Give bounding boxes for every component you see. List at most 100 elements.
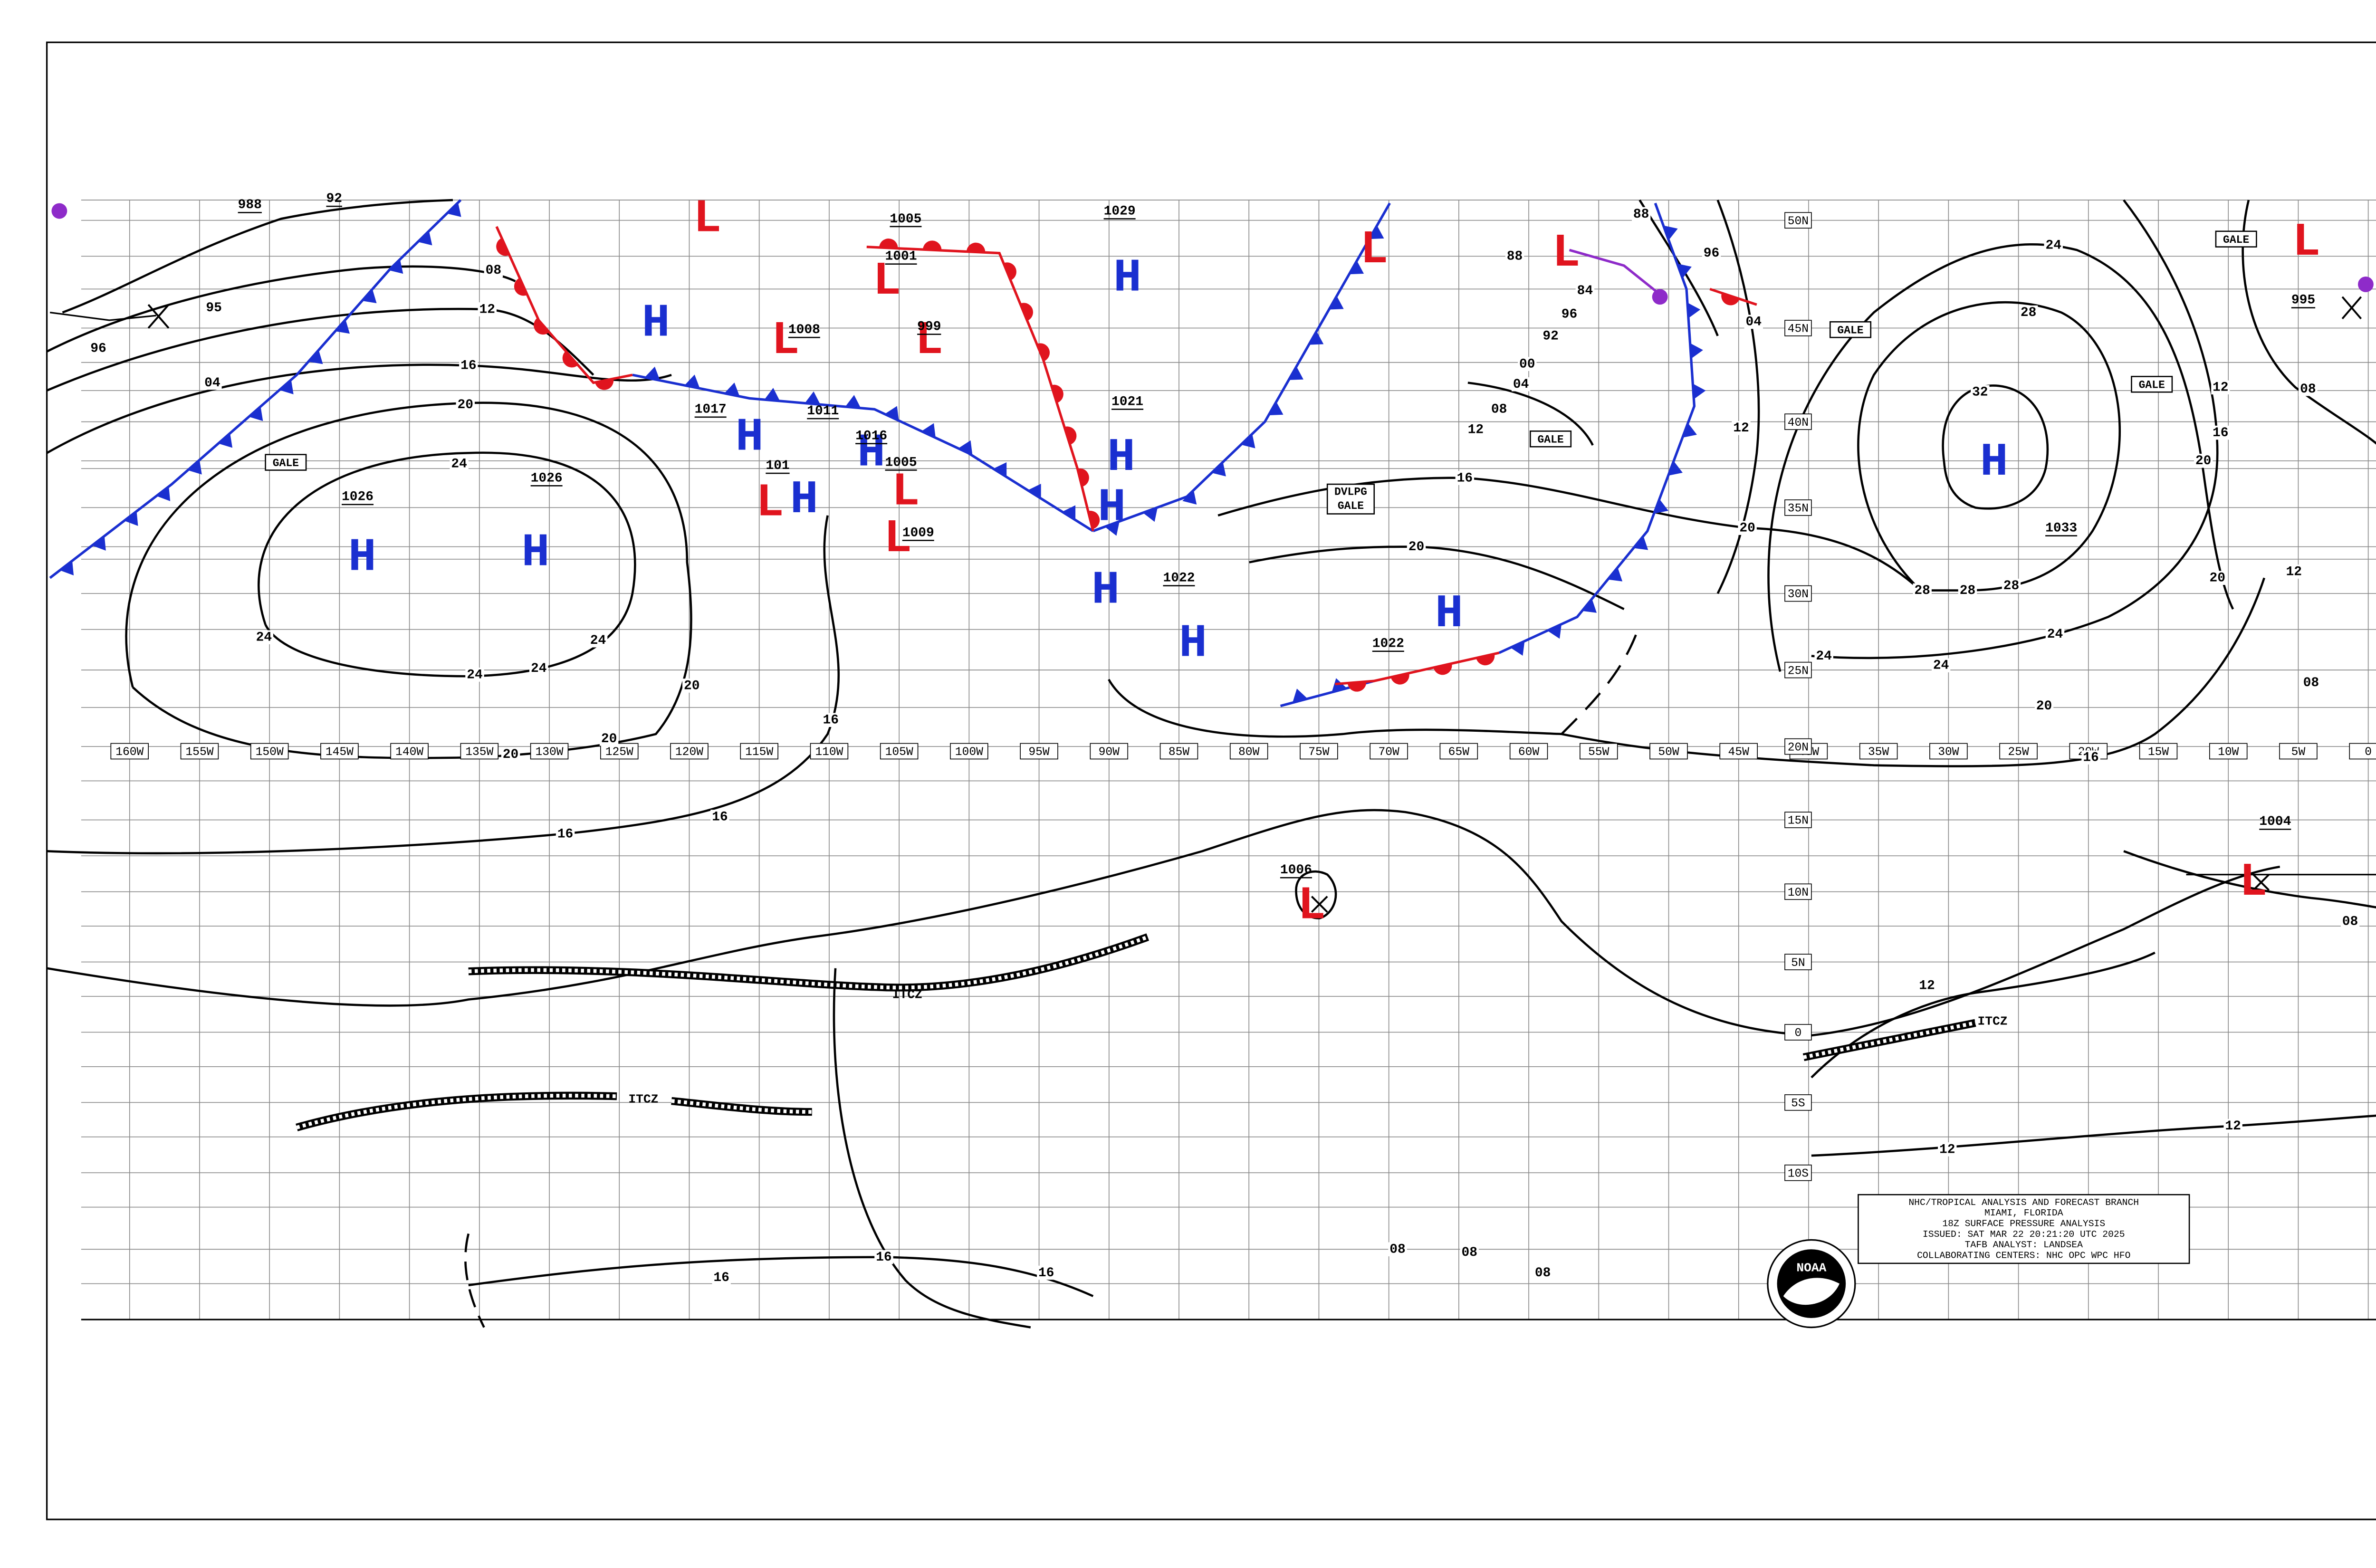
longitude-label-box [1300,743,1338,760]
warning-label: GALE [1338,500,1364,512]
longitude-label-box [1719,743,1758,760]
longitude-label-box [1090,743,1129,760]
isobar-label: 12 [1468,422,1484,437]
isobar-label-knockout [450,457,469,471]
central-pressure: 1021 [1111,394,1143,409]
isobar-label: 16 [460,359,477,373]
isobar-label: 24 [1816,649,1832,664]
isobar-label-knockout [2034,698,2054,713]
isobar-label-knockout [2208,571,2227,585]
isobar [1811,1114,2376,1157]
longitude-label-box [320,743,359,760]
isobar-label-knockout [1938,1142,1957,1157]
pressure-center: H [790,473,818,526]
isobar-label-knockout [2284,564,2303,579]
isobar-label-knockout [2081,750,2100,765]
isobar-label: 28 [2003,579,2020,593]
warning-box [2131,376,2173,393]
cold-front-barb [1241,434,1255,449]
fronts [49,199,2376,913]
warm-front-bump [1433,663,1452,675]
central-pressure: 999 [917,320,941,335]
isobar-label-knockout [478,302,497,316]
cold-front-barb [1104,521,1120,536]
cold-front-barb [1608,567,1623,582]
cold-front-barb [1654,499,1668,514]
longitude-label: 50W [1658,746,1679,759]
isobar-label-knockout [1036,1265,1056,1280]
cold-front-barb [1633,536,1648,550]
pressure-center: H [1092,564,1120,617]
warm-front-bump [1476,654,1495,666]
warm-front-bump [514,277,527,296]
longitude-label: 120W [675,746,703,759]
isobar-label-knockout [821,713,840,727]
isobar [2242,200,2376,445]
warm-front-bump [496,238,509,256]
isobar-label: 20 [2036,699,2052,714]
latitude-label: 10N [1788,886,1809,899]
isobar-label: 00 [1519,357,1535,372]
central-pressure: 1008 [788,323,820,337]
central-pressure: 1022 [1163,571,1195,586]
isobar-label: 20 [503,747,519,762]
isobar-label: 12 [2286,564,2302,579]
itcz [296,933,1976,1131]
warning-label: GALE [1537,433,1563,446]
isobar-label: 96 [1704,246,1720,261]
isobar-label-knockout [599,731,619,746]
central-pressure: 1009 [902,526,934,540]
isobar-label-knockout [2194,453,2213,468]
longitude-label: 35W [1868,746,1889,759]
isobar-label: 16 [876,1250,892,1265]
pressure-center: L [1298,879,1326,932]
latitude-label: 5S [1791,1097,1805,1110]
longitude-label-box [1159,743,1198,760]
cold-front-barb [389,259,403,274]
isobar-label-knockout [1533,1265,1552,1280]
cold-front-barb [1690,343,1703,359]
isobar-label: 16 [1038,1266,1054,1281]
central-pressure: 1026 [342,490,374,505]
central-pressure: 1017 [695,402,727,417]
latitude-label-box [1784,1094,1812,1111]
cold-front-barb [279,380,294,394]
isobar [1942,384,2049,510]
longitude-label-box [1229,743,1268,760]
longitude-label: 75W [1308,746,1330,759]
cold-front-barb [447,202,461,217]
isobar-label-knockout [456,397,475,412]
longitude-label: 140W [395,746,423,759]
isobar-label: 04 [1513,377,1529,392]
isobar-label-knockout [1518,357,1537,371]
warm-front-bump [562,351,578,368]
longitude-label: 0 [2365,746,2372,759]
longitude-label-box [530,743,569,760]
latitude-label-box [1784,1024,1812,1041]
warning-box [2215,230,2257,248]
latitude-label: 50N [1788,215,1809,228]
occluded-front-marker [51,203,67,219]
longitude-label: 5W [2291,746,2306,759]
isobar-label: 16 [2083,751,2099,765]
longitude-label-box [460,743,499,760]
longitude-label: 110W [815,746,843,759]
isobar [46,265,516,353]
isobar-label-knockout [1971,385,1990,399]
isobar-label-knockout [1913,583,1932,598]
isobar-label: 20 [601,732,617,746]
isobar-label-knockout [1917,978,1936,993]
isobar [125,402,692,759]
warm-front-bump [1036,343,1050,362]
isobar-label-knockout [465,668,484,682]
isobar-label-knockout [2301,675,2321,690]
cold-front-barb [1309,331,1324,345]
longitude-label-box [180,743,219,760]
latitude-label-box [1784,661,1812,679]
isobar-label: 96 [90,342,106,356]
itcz-label: ITCZ [628,1092,658,1107]
isobar-label: 96 [1562,307,1578,322]
cold-front-barb [59,561,74,576]
longitude-label: 130W [535,746,563,759]
